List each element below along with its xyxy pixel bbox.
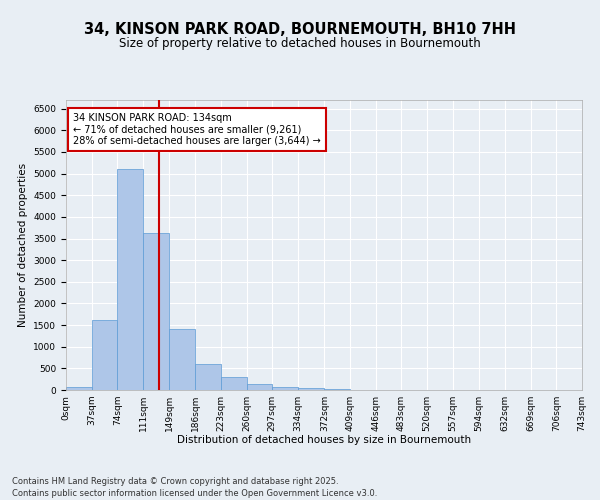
Text: Contains HM Land Registry data © Crown copyright and database right 2025.
Contai: Contains HM Land Registry data © Crown c… — [12, 476, 377, 498]
Bar — [272, 386, 298, 390]
Bar — [143, 234, 169, 390]
Bar — [195, 364, 221, 390]
Text: 34, KINSON PARK ROAD, BOURNEMOUTH, BH10 7HH: 34, KINSON PARK ROAD, BOURNEMOUTH, BH10 … — [84, 22, 516, 38]
Bar — [66, 386, 92, 390]
Bar — [92, 320, 118, 390]
Bar — [169, 328, 195, 390]
Text: 34 KINSON PARK ROAD: 134sqm
← 71% of detached houses are smaller (9,261)
28% of : 34 KINSON PARK ROAD: 134sqm ← 71% of det… — [73, 113, 320, 146]
Bar — [221, 376, 247, 390]
X-axis label: Distribution of detached houses by size in Bournemouth: Distribution of detached houses by size … — [177, 436, 471, 446]
Bar — [325, 388, 350, 390]
Bar — [247, 384, 272, 390]
Y-axis label: Number of detached properties: Number of detached properties — [18, 163, 28, 327]
Bar — [118, 170, 143, 390]
Bar — [298, 388, 325, 390]
Text: Size of property relative to detached houses in Bournemouth: Size of property relative to detached ho… — [119, 38, 481, 51]
